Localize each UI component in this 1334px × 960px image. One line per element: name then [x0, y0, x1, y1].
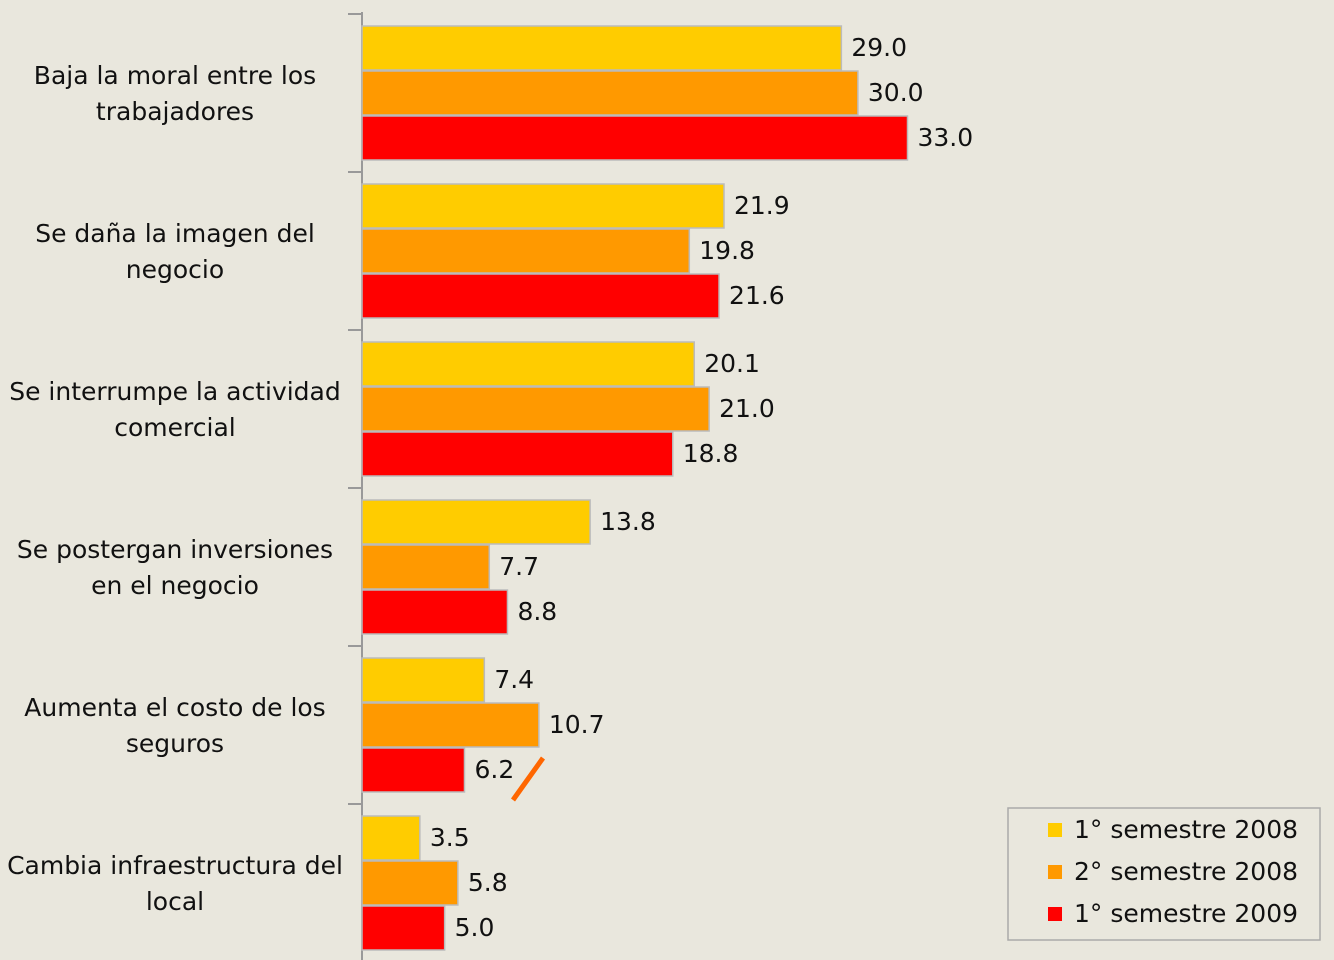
annotation-slash — [510, 756, 546, 802]
bar — [361, 183, 725, 229]
data-label: 7.7 — [499, 552, 539, 581]
data-label: 6.2 — [474, 755, 514, 784]
data-label: 20.1 — [704, 349, 760, 378]
category-label: Se postergan inversiones en el negocio — [16, 534, 334, 600]
bar — [361, 431, 674, 477]
bar — [361, 747, 466, 793]
data-label: 21.0 — [719, 394, 775, 423]
category-label: Cambia infraestructura del local — [7, 850, 343, 916]
bar — [361, 589, 509, 635]
category-label: Baja la moral entre los trabajadores — [33, 60, 317, 126]
bar — [361, 815, 421, 861]
data-label: 13.8 — [600, 507, 656, 536]
bar — [361, 341, 696, 387]
category-label: Se daña la imagen del negocio — [35, 218, 315, 284]
bar — [361, 905, 446, 951]
data-label: 3.5 — [430, 823, 470, 852]
data-label: 7.4 — [494, 665, 534, 694]
bar — [361, 115, 909, 161]
legend-swatch — [1048, 865, 1062, 879]
data-label: 18.8 — [683, 439, 739, 468]
bar — [361, 273, 720, 319]
legend-label: 1° semestre 2009 — [1074, 899, 1298, 928]
legend-swatch — [1048, 823, 1062, 837]
category-label: Se interrumpe la actividad comercial — [9, 376, 341, 442]
legend-label: 2° semestre 2008 — [1074, 857, 1298, 886]
bar — [361, 860, 459, 906]
bar — [361, 544, 491, 590]
bar — [361, 228, 691, 274]
bar — [361, 70, 859, 116]
data-label: 30.0 — [868, 78, 924, 107]
data-label: 33.0 — [917, 123, 973, 152]
legend-label: 1° semestre 2008 — [1074, 815, 1298, 844]
legend-swatch — [1048, 907, 1062, 921]
data-label: 19.8 — [699, 236, 755, 265]
data-label: 29.0 — [851, 33, 907, 62]
data-label: 5.0 — [455, 913, 495, 942]
data-label: 10.7 — [549, 710, 605, 739]
data-label: 21.6 — [729, 281, 785, 310]
data-label: 5.8 — [468, 868, 508, 897]
data-label: 21.9 — [734, 191, 790, 220]
bar — [361, 702, 540, 748]
bar — [361, 25, 843, 71]
bar — [361, 657, 486, 703]
category-label: Aumenta el costo de los seguros — [24, 692, 326, 758]
bar — [361, 499, 591, 545]
data-label: 8.8 — [517, 597, 557, 626]
bar — [361, 386, 710, 432]
